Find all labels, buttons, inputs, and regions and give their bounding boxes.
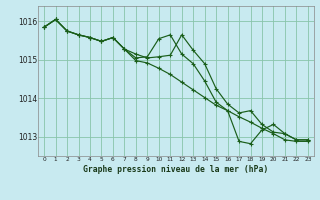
X-axis label: Graphe pression niveau de la mer (hPa): Graphe pression niveau de la mer (hPa) bbox=[84, 165, 268, 174]
